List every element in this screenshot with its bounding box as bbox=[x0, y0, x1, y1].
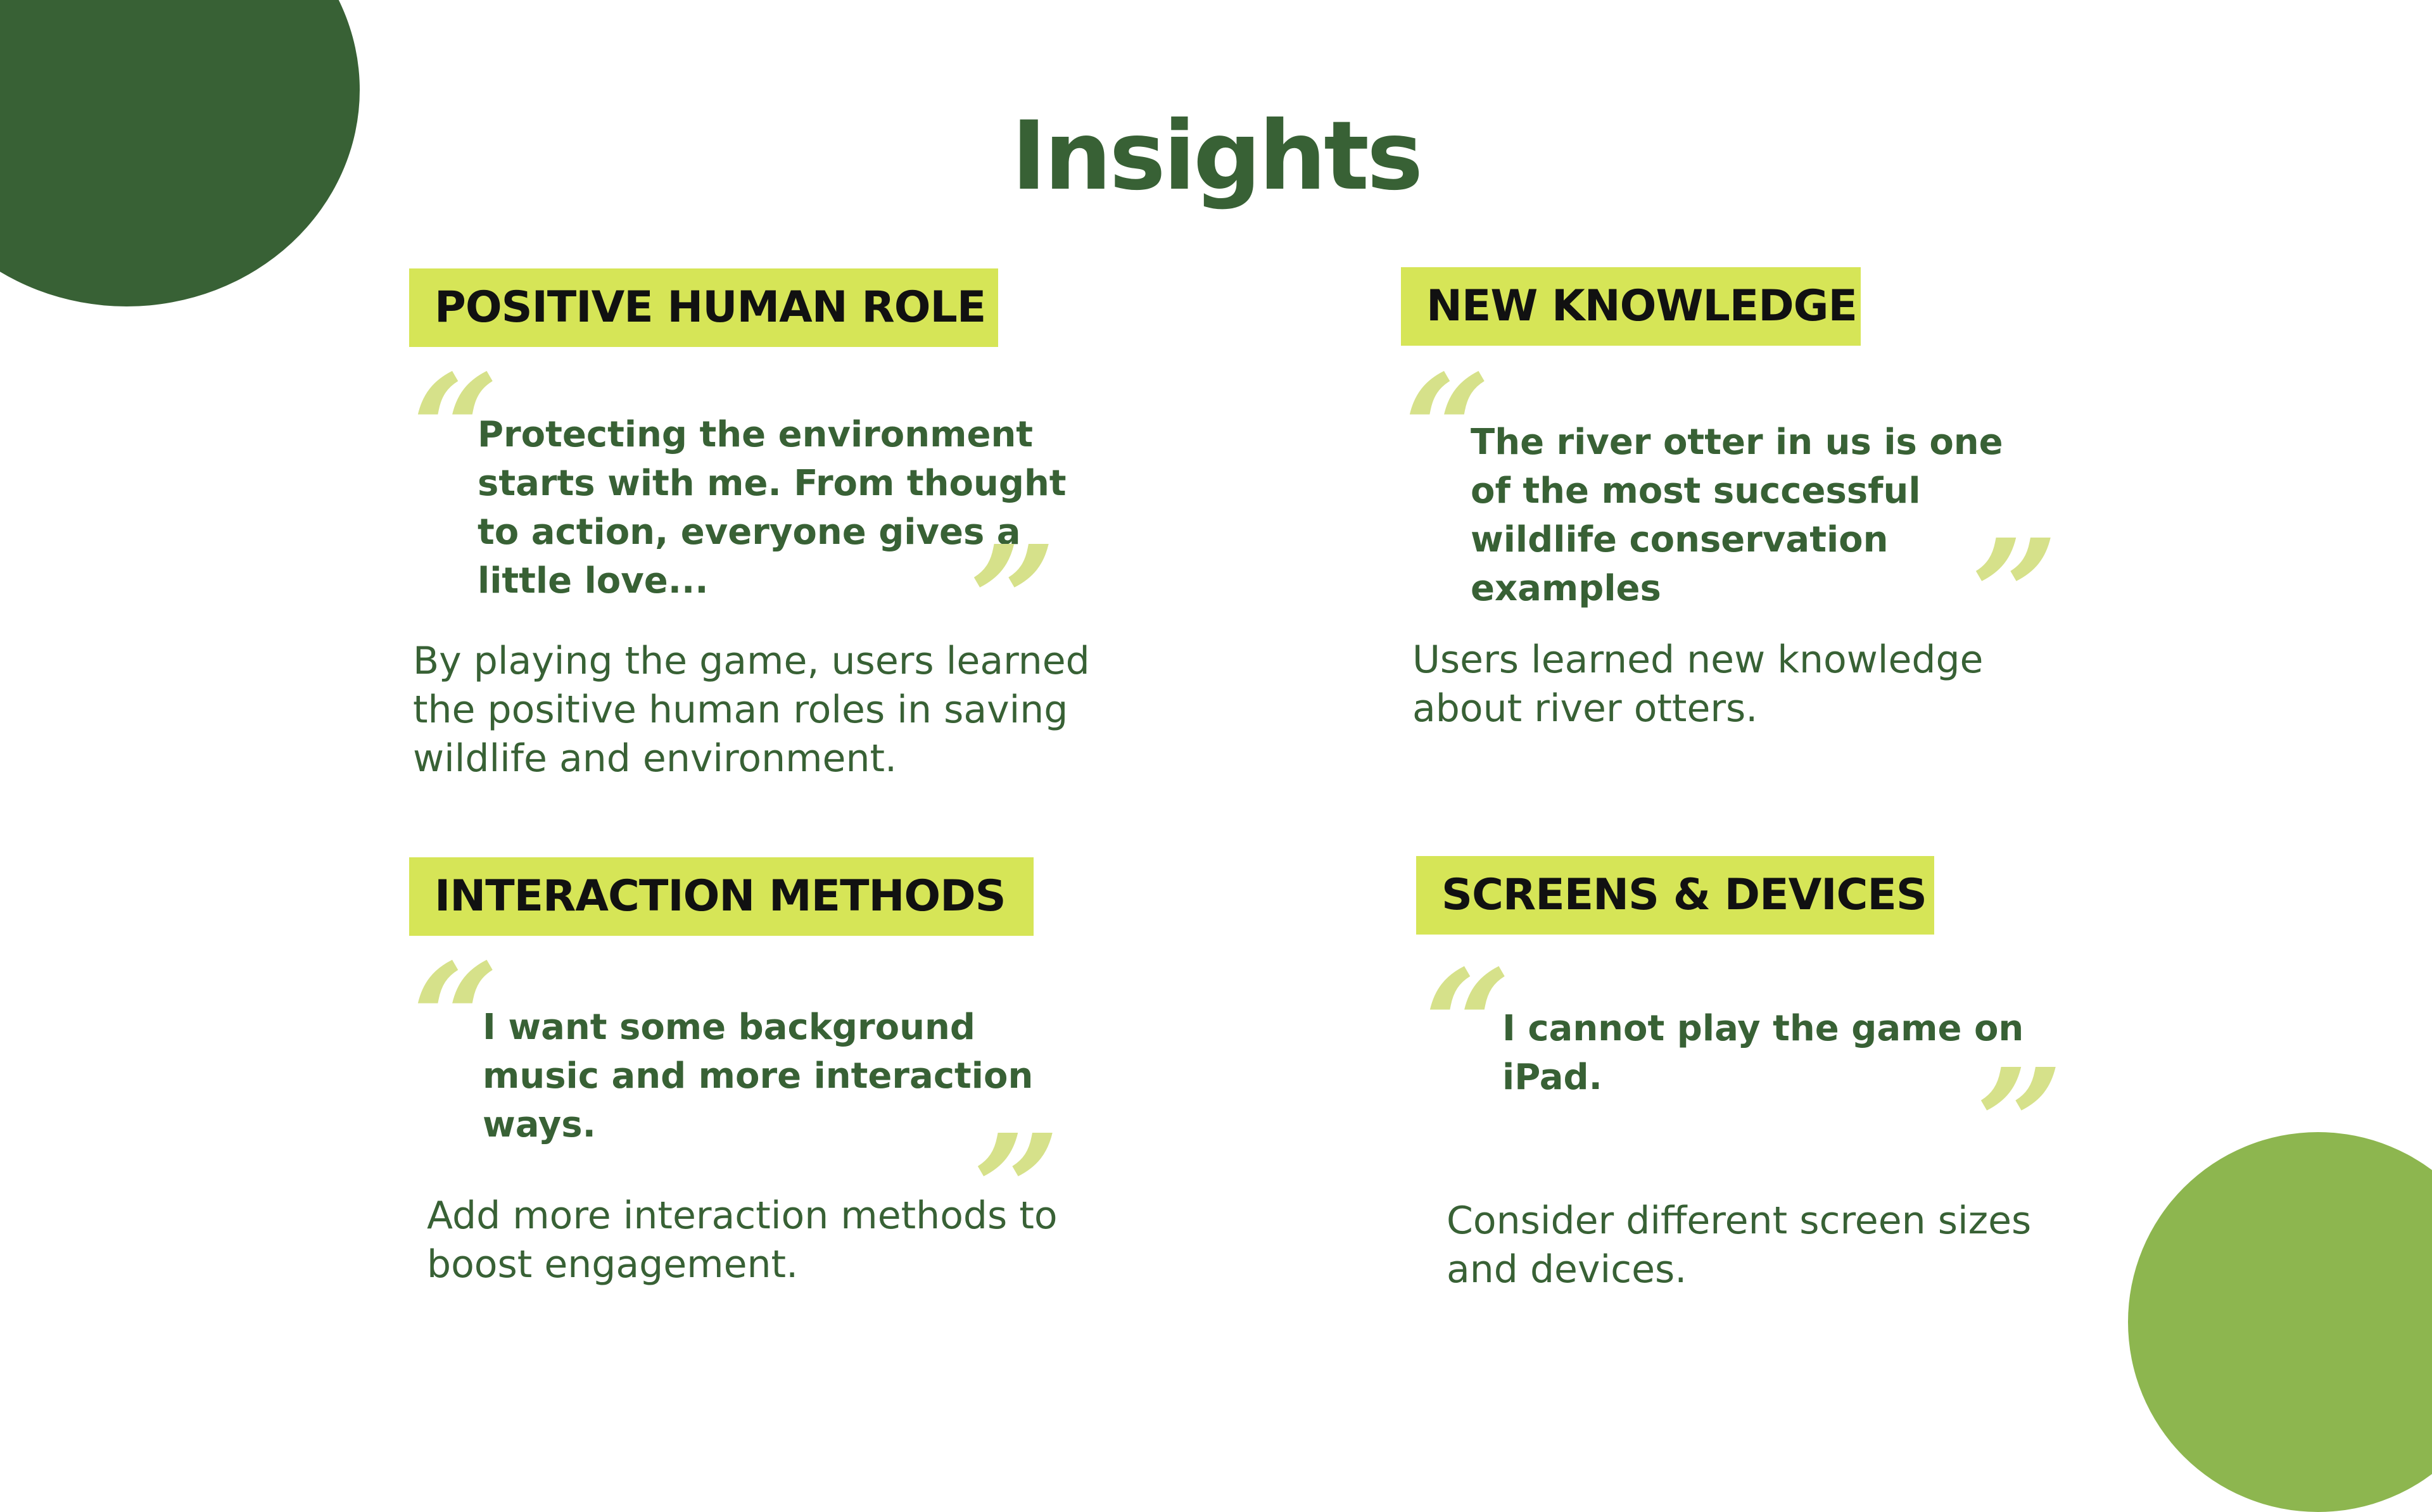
decorative-circle-bottom-right bbox=[2128, 1132, 2432, 1512]
open-quote-icon: “ bbox=[1424, 936, 1512, 1115]
card-heading: SCREENS & DEVICES bbox=[1416, 856, 1934, 935]
card-heading: POSITIVE HUMAN ROLE bbox=[409, 268, 998, 347]
close-quote-icon: ” bbox=[969, 512, 1057, 691]
card-heading: NEW KNOWLEDGE bbox=[1401, 267, 1861, 346]
card-quote: I cannot play the game on iPad. bbox=[1502, 1008, 2024, 1098]
card-description: By playing the game, users learned the p… bbox=[413, 639, 1090, 781]
card-description: Users learned new knowledge about river … bbox=[1412, 638, 1984, 731]
card-description: Add more interaction methods to boost en… bbox=[427, 1194, 1058, 1287]
card-quote: I want some background music and more in… bbox=[483, 1007, 1034, 1145]
open-quote-icon: “ bbox=[1403, 341, 1492, 520]
page-title: Insights bbox=[1011, 101, 1423, 211]
close-quote-icon: ” bbox=[1976, 1035, 2064, 1214]
open-quote-icon: “ bbox=[412, 341, 500, 520]
close-quote-icon: ” bbox=[1971, 506, 2059, 684]
card-quote: The river otter in us is one of the most… bbox=[1471, 422, 2003, 609]
card-quote: Protecting the environment starts with m… bbox=[478, 414, 1067, 602]
card-heading: INTERACTION METHODS bbox=[409, 857, 1034, 936]
close-quote-icon: ” bbox=[973, 1101, 1061, 1280]
card-description: Consider different screen sizes and devi… bbox=[1447, 1199, 2032, 1292]
open-quote-icon: “ bbox=[412, 930, 500, 1109]
